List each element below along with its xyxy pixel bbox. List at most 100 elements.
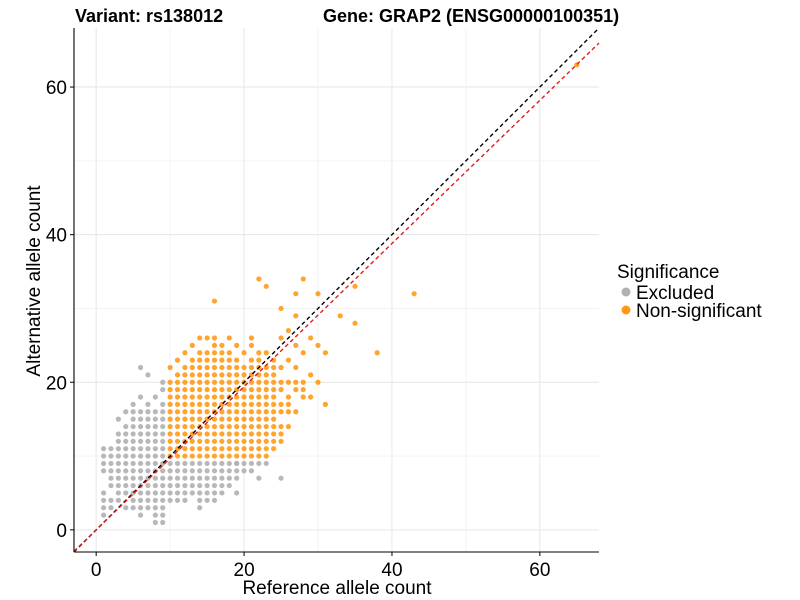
data-point <box>226 350 232 356</box>
data-point <box>234 475 240 481</box>
data-point <box>137 364 144 371</box>
data-point <box>197 401 203 407</box>
data-point <box>137 460 144 467</box>
data-point <box>130 460 136 467</box>
data-point <box>167 446 173 452</box>
ticks: 0 20 40 60 0 20 40 60 <box>46 78 551 581</box>
data-point <box>226 482 232 489</box>
data-point <box>137 512 144 518</box>
data-point <box>263 453 269 459</box>
data-point <box>197 372 203 378</box>
data-point <box>137 490 144 496</box>
y-tick-label: 20 <box>46 373 67 394</box>
data-point <box>211 446 218 452</box>
data-point <box>211 342 218 348</box>
data-point <box>285 423 292 430</box>
data-point <box>160 490 166 496</box>
data-point <box>234 453 240 459</box>
data-point <box>219 350 225 356</box>
data-point <box>204 372 210 378</box>
data-point <box>271 431 277 437</box>
data-point <box>167 490 173 496</box>
data-point <box>167 423 173 430</box>
data-point <box>152 490 158 496</box>
data-point <box>123 490 129 496</box>
data-point <box>100 460 107 467</box>
data-point <box>130 438 136 444</box>
data-point <box>160 475 166 481</box>
data-point <box>167 409 173 415</box>
data-point <box>211 401 218 407</box>
data-point <box>256 394 262 400</box>
data-point <box>152 438 158 444</box>
data-point <box>285 409 292 415</box>
data-point <box>197 497 203 503</box>
data-point <box>293 364 299 371</box>
data-point <box>315 342 321 348</box>
data-point <box>189 342 195 348</box>
data-point <box>219 490 225 496</box>
data-point <box>211 298 218 304</box>
data-point <box>293 342 299 348</box>
data-point <box>182 468 188 474</box>
data-point <box>278 409 284 415</box>
data-point <box>263 401 269 407</box>
data-point <box>115 468 121 474</box>
data-point <box>271 438 277 444</box>
data-point <box>308 372 314 378</box>
x-tick-label: 60 <box>529 560 550 581</box>
data-point <box>189 490 195 496</box>
data-point <box>145 409 151 415</box>
data-point <box>174 490 181 496</box>
data-point <box>278 379 284 385</box>
data-point <box>256 350 262 356</box>
data-point <box>204 409 210 415</box>
data-point <box>248 438 255 444</box>
data-point <box>152 475 158 481</box>
data-point <box>160 519 166 526</box>
data-point <box>145 460 151 467</box>
reference-line-identity <box>73 27 600 553</box>
data-point <box>152 431 158 437</box>
data-point <box>130 482 136 489</box>
data-point <box>145 497 151 503</box>
legend-swatch-non-significant <box>621 305 631 315</box>
data-point <box>256 438 262 444</box>
data-point <box>204 423 210 430</box>
data-point <box>263 460 269 467</box>
data-point <box>160 401 166 407</box>
data-point <box>226 468 232 474</box>
data-point <box>263 431 269 437</box>
data-point <box>130 475 136 481</box>
data-point <box>204 364 210 371</box>
data-point <box>174 460 181 467</box>
legend-label-non-significant: Non-significant <box>636 301 762 322</box>
data-point <box>219 423 225 430</box>
data-point <box>226 379 232 385</box>
data-point <box>300 387 306 393</box>
data-point <box>226 423 232 430</box>
data-point <box>174 431 181 437</box>
chart-title-variant: Variant: rs138012 <box>75 6 223 26</box>
data-point <box>197 350 203 356</box>
data-point <box>160 468 166 474</box>
data-point <box>248 409 255 415</box>
data-point <box>174 438 181 444</box>
data-point <box>197 475 203 481</box>
data-point <box>293 291 299 297</box>
data-point <box>115 438 121 444</box>
data-point <box>219 364 225 371</box>
data-point <box>241 394 247 400</box>
data-point <box>263 446 269 452</box>
y-tick-label: 60 <box>46 78 67 99</box>
reference-lines <box>73 27 600 553</box>
data-point <box>219 409 225 415</box>
data-point <box>204 497 210 503</box>
data-point <box>167 497 173 503</box>
data-point <box>278 335 284 341</box>
data-point <box>123 409 129 415</box>
data-point <box>130 497 136 503</box>
data-point <box>115 431 121 437</box>
data-point <box>182 350 188 356</box>
legend: Significance Excluded Non-significant <box>617 262 762 322</box>
